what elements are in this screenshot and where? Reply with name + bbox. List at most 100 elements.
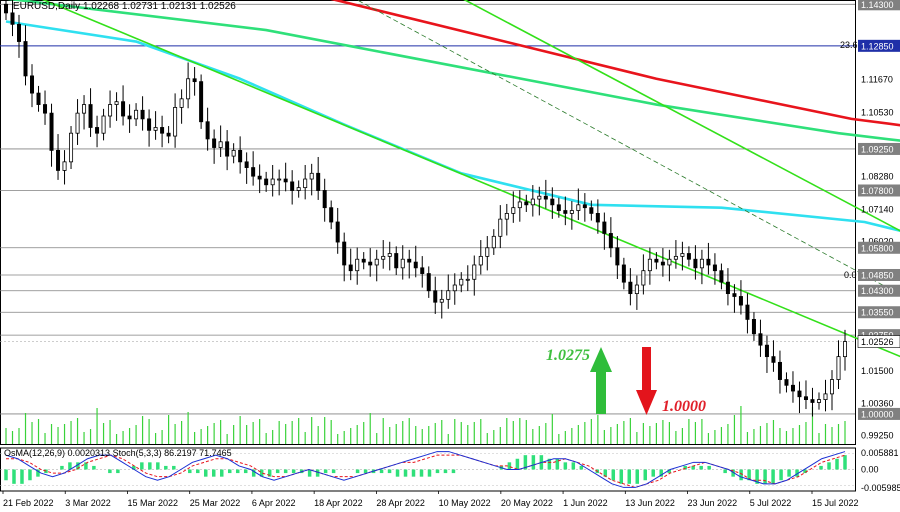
candle-body: [751, 318, 756, 335]
candle: [777, 350, 782, 394]
candle-body: [225, 141, 230, 157]
candle-body: [732, 293, 737, 297]
candle-body: [179, 98, 184, 108]
candle-body: [517, 201, 522, 209]
candle: [459, 272, 464, 293]
volume-bars: [5, 406, 846, 444]
candle-body: [283, 178, 288, 183]
time-tick-label: 28 Apr 2022: [376, 498, 425, 508]
candle: [823, 379, 828, 412]
candle-body: [634, 284, 639, 295]
candle: [426, 266, 431, 298]
level-tag-label: 1.05800: [861, 243, 894, 253]
candle: [602, 212, 607, 250]
candle: [784, 372, 789, 393]
current-price-tag: [857, 335, 900, 348]
candle: [563, 196, 568, 226]
candle: [238, 136, 243, 174]
candle: [771, 340, 776, 372]
signal-arrows: [590, 347, 657, 415]
candle: [537, 186, 542, 216]
candle-body: [459, 278, 464, 286]
candle-body: [75, 112, 80, 134]
candle: [797, 381, 802, 414]
candle: [758, 319, 763, 357]
candle: [277, 169, 282, 196]
candle: [10, 0, 15, 37]
candle: [316, 156, 321, 200]
candle-body: [745, 304, 750, 320]
candle-body: [602, 221, 607, 234]
candle-body: [498, 218, 503, 237]
level-tag: [858, 268, 900, 281]
candle-body: [725, 281, 730, 295]
candles[interactable]: [4, 0, 848, 417]
candle: [485, 236, 490, 271]
candle: [829, 370, 834, 411]
candle-body: [277, 178, 282, 181]
candle: [394, 246, 399, 275]
candle-body: [472, 264, 477, 280]
time-tick-label: 23 Jun 2022: [688, 498, 738, 508]
level-tag: [858, 0, 900, 11]
candle: [82, 95, 87, 130]
candle-body: [199, 81, 204, 123]
candle-body: [153, 127, 158, 131]
candle-body: [368, 261, 373, 266]
candle-body: [348, 264, 353, 272]
candle-body: [387, 253, 392, 257]
indicator-tick-label: -0.005985: [861, 483, 900, 493]
candle-body: [439, 298, 444, 303]
candle-body: [88, 104, 93, 128]
candle-body: [556, 204, 561, 211]
level-tag-label: 1.09250: [861, 144, 894, 154]
candle: [660, 248, 665, 277]
candle: [745, 293, 750, 334]
candle-body: [433, 290, 438, 303]
candle: [127, 104, 132, 133]
candle: [205, 107, 210, 151]
price-tick-label: 1.10530: [861, 107, 894, 117]
candle-body: [342, 241, 347, 266]
candle-body: [485, 247, 490, 257]
candle: [472, 255, 477, 296]
candle: [673, 240, 678, 269]
candle: [530, 185, 535, 217]
candle-body: [127, 115, 132, 120]
candle-body: [114, 101, 119, 105]
price-tick-label: 1.07140: [861, 204, 894, 214]
candle: [517, 190, 522, 222]
collapse-icon[interactable]: ▼: [2, 2, 10, 11]
candle-body: [43, 104, 48, 114]
candle: [342, 232, 347, 282]
candle: [186, 62, 191, 109]
level-tag: [858, 184, 900, 197]
fib-label-23-6: 23.6: [840, 40, 858, 50]
candle-body: [186, 78, 191, 100]
candle: [4, 0, 9, 21]
candle: [296, 180, 301, 198]
channel-line: [41, 0, 900, 358]
candle-body: [251, 167, 256, 177]
candle: [615, 236, 620, 280]
candle-body: [329, 207, 334, 223]
trend-channel: [41, 0, 900, 358]
candle-body: [335, 221, 340, 243]
candle: [43, 90, 48, 125]
candle-body: [797, 390, 802, 398]
price-tick-label: 1.06020: [861, 236, 894, 246]
candle: [355, 247, 360, 285]
candle: [621, 257, 626, 290]
candle: [192, 67, 197, 96]
candle-body: [537, 195, 542, 200]
candle-body: [10, 12, 15, 25]
candle-body: [218, 141, 223, 148]
level-tag: [858, 39, 900, 52]
candle: [218, 125, 223, 157]
candle-body: [816, 399, 821, 403]
candle-body: [4, 3, 9, 14]
candle: [628, 268, 633, 306]
indicator-label: OsMA(12,26,9) 0.0020313 Stoch(5,3,3) 86.…: [4, 448, 232, 458]
channel-line: [356, 0, 900, 295]
